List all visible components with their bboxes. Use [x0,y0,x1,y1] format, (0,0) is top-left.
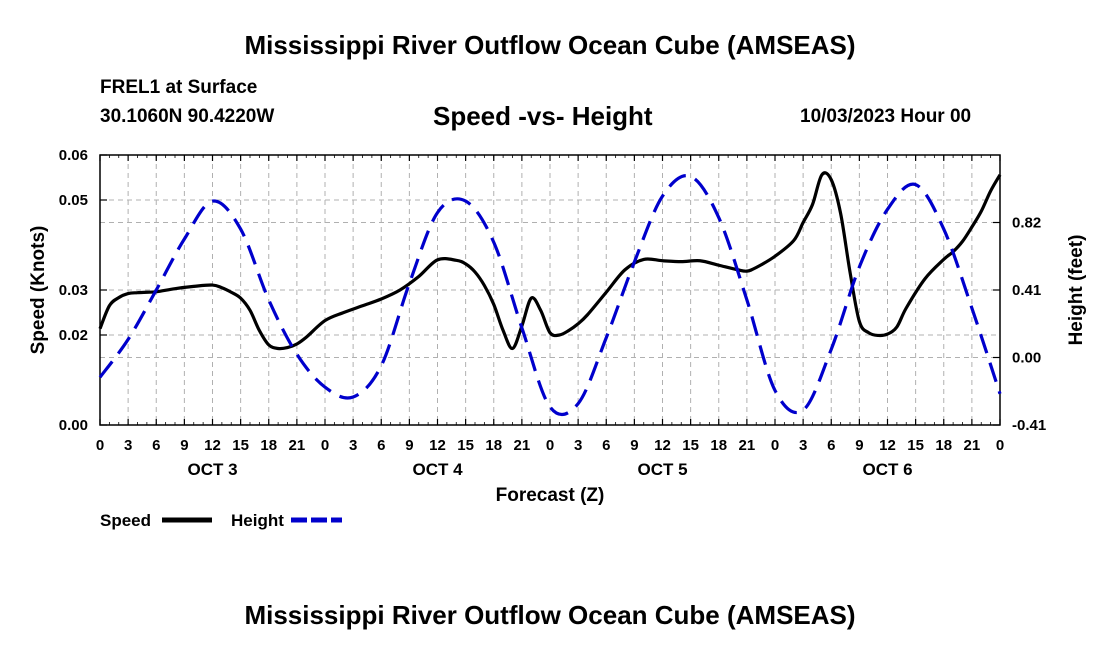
y-left-tick-label: 0.00 [59,417,88,434]
legend-label-height: Height [231,511,284,530]
x-tick-label: 3 [124,437,132,454]
x-tick-label: 9 [630,437,638,454]
x-tick-label: 6 [602,437,610,454]
x-tick-label: 3 [574,437,582,454]
day-label: OCT 5 [637,460,687,479]
height-series-line [98,174,1002,417]
x-tick-label: 21 [514,437,531,454]
y-right-tick-label: 0.41 [1012,282,1041,299]
x-tick-label: 15 [907,437,924,454]
x-tick-label: 15 [232,437,249,454]
day-label: OCT 4 [412,460,463,479]
page-title-top: Mississippi River Outflow Ocean Cube (AM… [244,30,856,60]
x-tick-label: 12 [429,437,446,454]
y-right-tick-label: 0.00 [1012,350,1041,367]
x-tick-label: 21 [964,437,981,454]
x-tick-label: 6 [377,437,385,454]
legend-label-speed: Speed [100,511,151,530]
chart-title: Speed -vs- Height [433,101,653,131]
x-tick-label: 9 [855,437,863,454]
x-tick-label: 0 [996,437,1004,454]
x-tick-label: 6 [152,437,160,454]
day-label: OCT 6 [862,460,912,479]
x-tick-label: 15 [457,437,474,454]
x-tick-label: 15 [682,437,699,454]
x-tick-label: 6 [827,437,835,454]
x-tick-label: 0 [546,437,554,454]
x-tick-label: 12 [204,437,221,454]
y-right-axis-label: Height (feet) [1066,235,1087,346]
y-left-tick-label: 0.03 [59,282,88,299]
x-tick-label: 18 [935,437,952,454]
x-tick-label: 18 [485,437,502,454]
y-left-tick-label: 0.06 [59,147,88,164]
y-left-tick-label: 0.02 [59,327,88,344]
y-left-tick-label: 0.05 [59,192,88,209]
day-label: OCT 3 [187,460,237,479]
x-tick-label: 9 [180,437,188,454]
x-tick-label: 18 [260,437,277,454]
x-tick-label: 21 [289,437,306,454]
x-tick-label: 12 [879,437,896,454]
speed-series-line [98,171,1002,351]
x-tick-label: 18 [710,437,727,454]
x-tick-label: 0 [321,437,329,454]
x-tick-label: 9 [405,437,413,454]
y-right-tick-label: -0.41 [1012,417,1046,434]
x-tick-label: 3 [799,437,807,454]
y-left-axis-label: Speed (Knots) [28,226,49,355]
datetime-label: 10/03/2023 Hour 00 [800,106,972,127]
x-tick-label: 0 [96,437,104,454]
x-tick-label: 21 [739,437,756,454]
y-right-tick-label: 0.82 [1012,215,1041,232]
x-axis-label: Forecast (Z) [496,485,605,506]
coordinates-label: 30.1060N 90.4220W [100,106,275,127]
station-label: FREL1 at Surface [100,77,258,98]
x-tick-label: 12 [654,437,671,454]
x-tick-label: 0 [771,437,779,454]
x-tick-label: 3 [349,437,357,454]
page-title-bottom: Mississippi River Outflow Ocean Cube (AM… [244,600,856,630]
